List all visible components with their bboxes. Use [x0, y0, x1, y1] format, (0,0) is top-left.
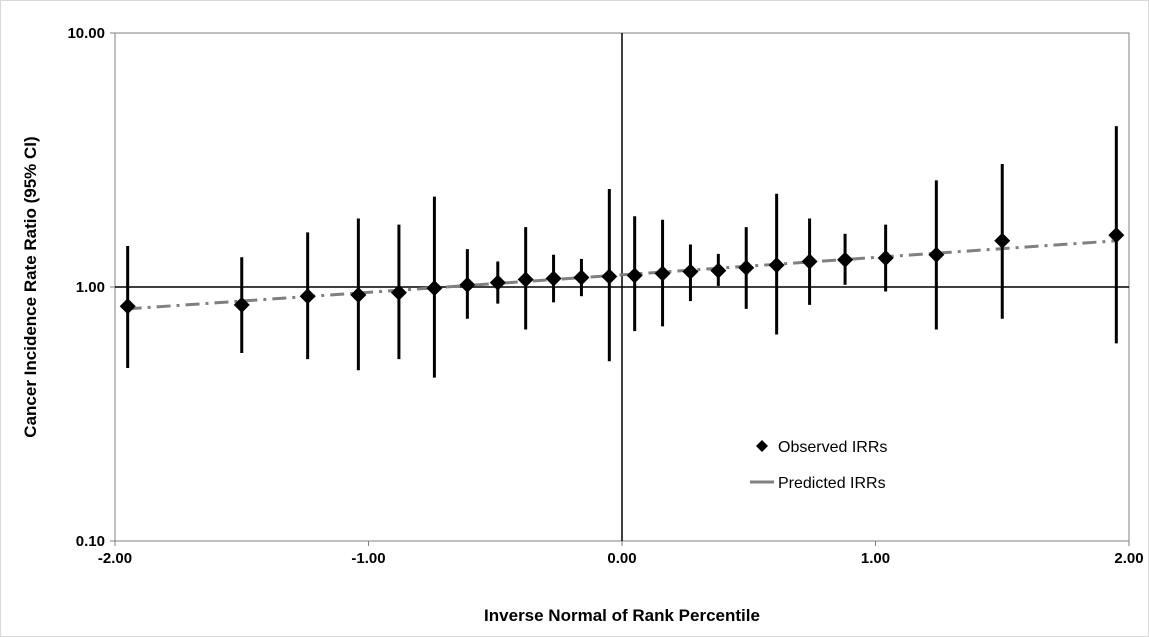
legend-label-predicted: Predicted IRRs [778, 475, 886, 492]
y-tick-label: 10.00 [67, 25, 105, 42]
observed-point [768, 257, 785, 274]
observed-point [545, 270, 562, 287]
observed-point [877, 250, 894, 267]
observed-point [626, 267, 643, 284]
observed-point [350, 287, 367, 304]
observed-point [682, 263, 699, 280]
observed-point [654, 265, 671, 282]
observed-point [837, 251, 854, 268]
axes [110, 32, 1130, 546]
tick-labels: -2.00 -1.00 0.00 1.00 2.00 0.10 1.00 10.00 [67, 25, 1143, 567]
y-tick-label: 0.10 [76, 533, 105, 550]
observed-point [459, 276, 476, 293]
observed-point [1108, 227, 1125, 244]
legend-marker-observed [756, 440, 768, 452]
observed-point [710, 262, 727, 279]
x-tick-label: 2.00 [1114, 550, 1143, 567]
observed-point [299, 288, 316, 305]
legend: Observed IRRs Predicted IRRs [750, 439, 887, 492]
observed-point [994, 232, 1011, 249]
predicted-series [127, 239, 1117, 311]
legend-label-observed: Observed IRRs [778, 439, 887, 456]
x-axis-title: Inverse Normal of Rank Percentile [484, 606, 760, 625]
observed-point [738, 259, 755, 276]
predicted-line [127, 239, 1117, 311]
y-tick-label: 1.00 [76, 279, 105, 296]
observed-point [801, 253, 818, 270]
x-tick-label: 1.00 [861, 550, 890, 567]
observed-point [426, 280, 443, 297]
x-tick-label: -2.00 [98, 550, 132, 567]
observed-point [119, 298, 136, 315]
observed-point [601, 268, 618, 285]
observed-point [928, 246, 945, 263]
observed-markers [119, 227, 1125, 315]
observed-point [390, 284, 407, 301]
x-tick-label: -1.00 [351, 550, 385, 567]
observed-point [233, 296, 250, 313]
observed-point [517, 271, 534, 288]
observed-point [489, 274, 506, 291]
observed-point [573, 269, 590, 286]
x-tick-label: 0.00 [607, 550, 636, 567]
y-axis-title: Cancer Incidence Rate Ratio (95% CI) [21, 136, 40, 437]
